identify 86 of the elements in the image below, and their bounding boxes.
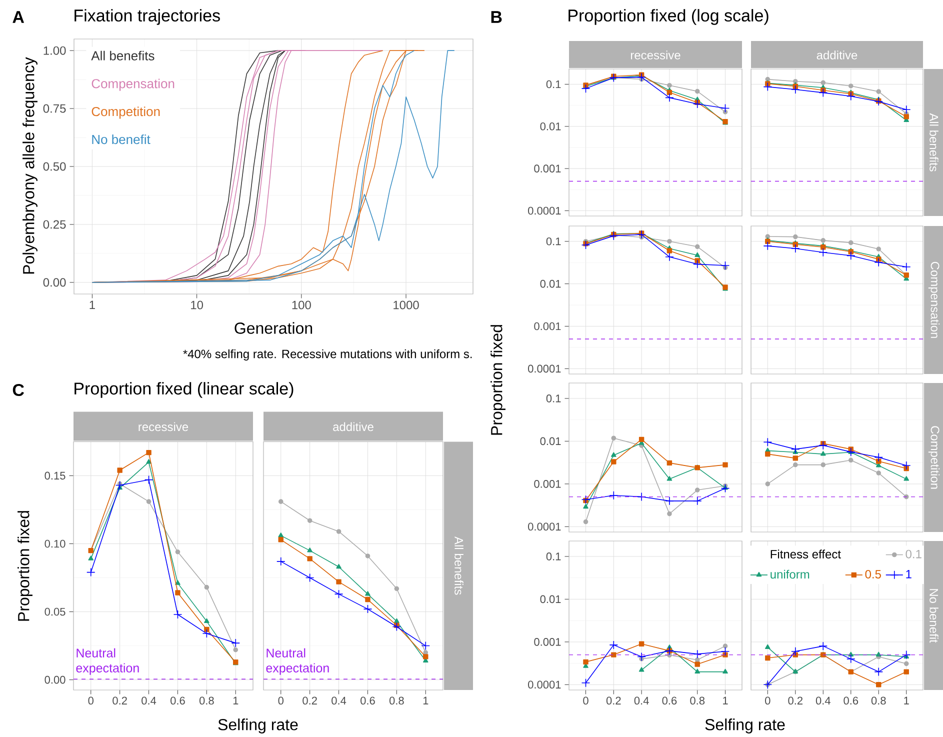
text: *40% selfing rate. Recessive mutations with uniform s.	[183, 349, 472, 361]
y-tick-label: 0.1	[546, 394, 561, 402]
y-axis-title: Proportion fixed	[18, 511, 32, 621]
y-tick-label: 0.25	[43, 220, 66, 229]
x-tick-label: 0.2	[606, 696, 621, 705]
y2-axis-title: Compensation	[928, 262, 940, 338]
y2-axis-title: Competition	[928, 426, 940, 489]
x-tick-label: 0.2	[302, 696, 317, 705]
chart-subtitle: additive	[333, 422, 374, 432]
x-axis-title: Selfing rate	[218, 718, 298, 734]
x-tick-label: 1	[723, 696, 728, 704]
y-tick-label: 0.01	[540, 437, 561, 446]
x-tick-label: 0.4	[332, 696, 346, 705]
y-tick-label: 0.1	[546, 552, 561, 560]
chart-subtitle: recessive	[138, 422, 188, 432]
ref-line-label: Neutral expectation	[76, 648, 139, 675]
x-tick-label: 0.8	[199, 696, 214, 705]
chart-title: Proportion fixed (linear scale)	[74, 382, 294, 398]
x-tick-label: 0	[278, 696, 284, 705]
x-tick-label: 0.4	[816, 696, 830, 705]
x-tick-label: 0.8	[871, 696, 886, 705]
legend-title: Fitness effect	[770, 550, 841, 558]
chart-title: Proportion fixed (log scale)	[568, 9, 768, 25]
text: No benefit	[92, 134, 150, 144]
legend-label: 1	[906, 570, 912, 578]
x-axis-title: Selfing rate	[705, 718, 785, 734]
y-tick-label: 0.001	[534, 480, 561, 488]
y-tick-label: 0.001	[534, 164, 561, 172]
y-axis-title: Proportion fixed	[490, 325, 506, 435]
chart-subtitle: additive	[816, 50, 858, 60]
x-tick-label: 0.6	[360, 696, 375, 705]
y2-axis-title: All benefits	[930, 113, 938, 172]
y-tick-label: 0.75	[43, 104, 66, 113]
chart-subtitle: recessive	[630, 50, 680, 60]
x-tick-label: 0.4	[142, 696, 156, 705]
y-tick-label: 0.15	[44, 472, 66, 480]
x-tick-label: 10	[191, 300, 203, 310]
y-tick-label: 0.50	[43, 162, 66, 171]
text: A	[12, 11, 24, 23]
y-tick-label: 0.00	[44, 676, 66, 684]
y-tick-label: 0.0001	[528, 364, 561, 373]
x-tick-label: 0.4	[634, 696, 649, 705]
chart-title: Fixation trajectories	[74, 9, 220, 25]
y2-axis-title: All benefits	[454, 536, 464, 595]
y-tick-label: 0.01	[540, 122, 561, 130]
y-tick-label: 1.00	[44, 46, 66, 55]
y-tick-label: 0.0001	[528, 522, 561, 531]
text: B	[491, 11, 502, 23]
x-axis-title: Generation	[234, 322, 312, 334]
y-tick-label: 0.001	[534, 638, 561, 646]
x-tick-label: 0.2	[788, 696, 802, 705]
x-tick-label: 0.6	[662, 696, 677, 705]
text: Compensation	[92, 78, 174, 91]
x-tick-label: 1	[233, 696, 238, 704]
y-tick-label: 0.0001	[528, 206, 561, 215]
x-tick-label: 0	[765, 696, 770, 705]
legend-label: 0.5	[865, 570, 881, 578]
x-tick-label: 0	[88, 696, 94, 705]
legend-label: uniform	[770, 570, 810, 579]
y-axis-title: Polyembryony allele frequency	[22, 57, 38, 274]
y-tick-label: 0.1	[546, 237, 561, 246]
y-tick-label: 0.1	[546, 80, 561, 88]
x-tick-label: 0.6	[844, 696, 858, 705]
x-tick-label: 0.6	[170, 696, 185, 705]
y-tick-label: 0.10	[44, 540, 66, 548]
y-tick-label: 0.0001	[528, 680, 561, 689]
ref-line-label: Neutral expectation	[266, 648, 329, 675]
x-tick-label: 1	[90, 300, 95, 310]
text: Competition	[92, 106, 160, 119]
y2-axis-title: No benefit	[930, 589, 938, 643]
x-tick-label: 1	[904, 696, 909, 704]
x-tick-label: 0.8	[690, 696, 705, 705]
y-tick-label: 0.01	[540, 280, 561, 288]
x-tick-label: 1	[423, 696, 428, 704]
x-tick-label: 0	[583, 696, 588, 705]
x-tick-label: 1000	[394, 300, 419, 310]
legend-label: 0.1	[906, 550, 922, 558]
x-tick-label: 100	[292, 300, 311, 310]
x-tick-label: 0.2	[112, 696, 127, 705]
y-tick-label: 0.01	[540, 595, 561, 604]
y-tick-label: 0.00	[43, 278, 66, 287]
text: C	[12, 384, 24, 396]
text: All benefits	[91, 50, 154, 60]
x-tick-label: 0.8	[389, 696, 404, 705]
y-tick-label: 0.001	[534, 322, 561, 330]
y-tick-label: 0.05	[44, 608, 66, 616]
